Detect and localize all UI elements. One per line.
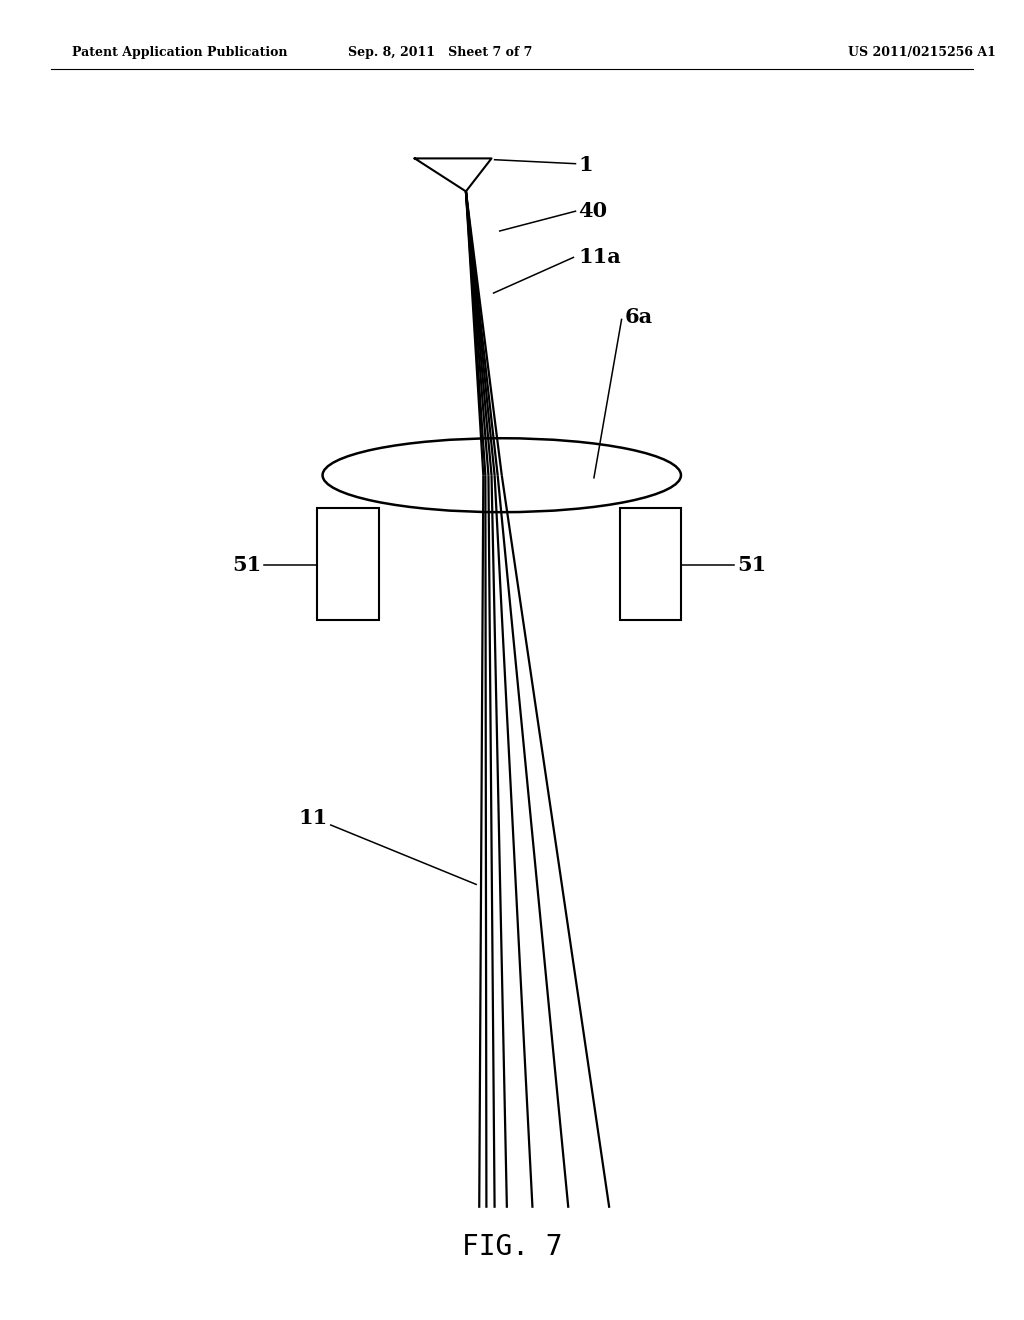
Text: 6a: 6a — [625, 306, 652, 327]
Text: 1: 1 — [579, 154, 593, 176]
Bar — [620, 508, 681, 620]
Text: 40: 40 — [579, 201, 607, 222]
Text: Patent Application Publication: Patent Application Publication — [72, 46, 287, 59]
Bar — [317, 508, 379, 620]
Text: Sep. 8, 2011   Sheet 7 of 7: Sep. 8, 2011 Sheet 7 of 7 — [348, 46, 532, 59]
Text: 51: 51 — [737, 554, 767, 576]
Text: US 2011/0215256 A1: US 2011/0215256 A1 — [848, 46, 995, 59]
Text: FIG. 7: FIG. 7 — [462, 1233, 562, 1262]
Text: 11a: 11a — [579, 247, 622, 268]
Text: 11: 11 — [298, 808, 328, 829]
Text: 51: 51 — [231, 554, 261, 576]
